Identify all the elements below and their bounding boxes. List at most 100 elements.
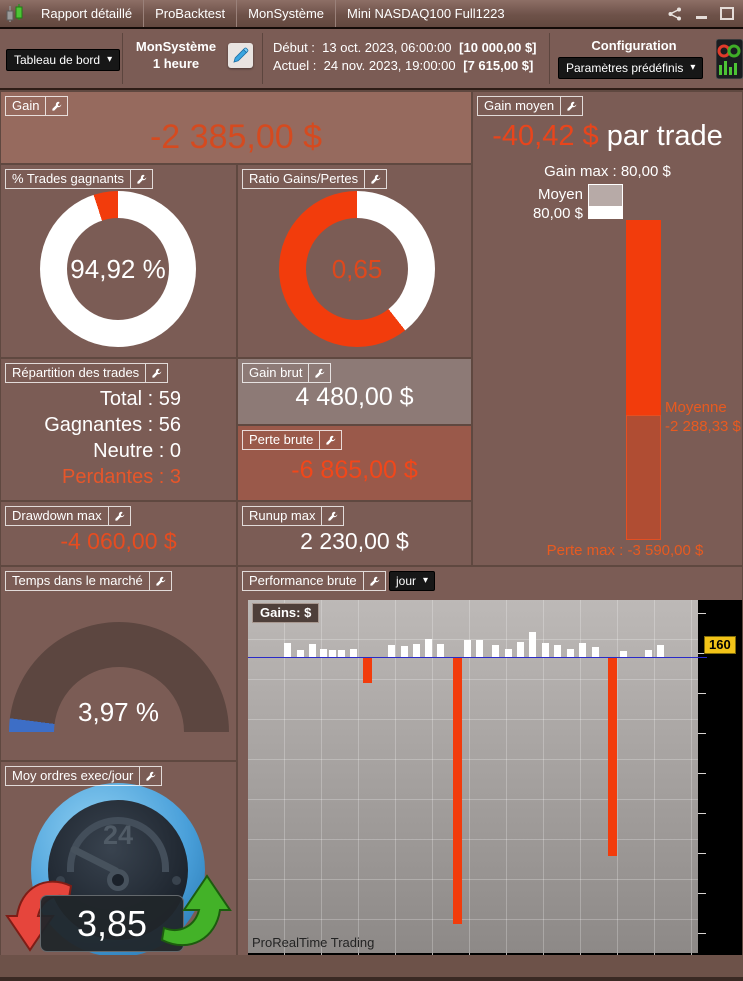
- gain-brut-settings-button[interactable]: [309, 363, 332, 383]
- panel-drawdown-max: Drawdown max -4 060,00 $: [1, 502, 236, 565]
- performance-bars: [248, 600, 698, 953]
- divider: [262, 33, 263, 84]
- panel-gain-moyen: Gain moyen -40,42 $ par trade Gain max :…: [473, 92, 742, 565]
- gain-bar: [388, 645, 395, 657]
- gain-bar: [505, 649, 512, 657]
- divider: [549, 33, 550, 84]
- wrench-icon: [52, 101, 62, 111]
- perte-brute-settings-button[interactable]: [320, 430, 343, 450]
- panel-runup-label: Runup max: [242, 506, 323, 526]
- gain-settings-button[interactable]: [46, 96, 69, 116]
- temps-settings-button[interactable]: [149, 571, 172, 591]
- start-label: Début :: [273, 40, 315, 55]
- wrench-icon: [146, 771, 156, 781]
- ordres-settings-button[interactable]: [140, 766, 163, 786]
- wrench-icon: [114, 511, 124, 521]
- panel-pct-trades-gagnants: % Trades gagnants 94,92 %: [1, 165, 236, 357]
- pct-settings-button[interactable]: [131, 169, 154, 189]
- gain-bar: [567, 649, 574, 657]
- repartition-total: Total : 59: [99, 388, 181, 410]
- gain-bar: [309, 644, 316, 657]
- runup-settings-button[interactable]: [322, 506, 345, 526]
- maximize-button[interactable]: [719, 6, 735, 22]
- dial-dot-right: [172, 876, 181, 885]
- runup-value: 2 230,00 $: [300, 528, 409, 554]
- green-up-arrow-icon: [160, 874, 232, 946]
- gain-bar: [657, 645, 664, 657]
- moyenne-label: Moyenne -2 288,33 $: [665, 398, 741, 436]
- axis-tick: [698, 653, 706, 654]
- ratio-settings-button[interactable]: [365, 169, 388, 189]
- current-datetime: 24 nov. 2023, 19:00:00: [323, 58, 456, 73]
- panel-performance-label: Performance brute: [242, 571, 364, 591]
- moyenne-word: Moyenne: [665, 399, 727, 416]
- pct-gagnants-value: 94,92 %: [70, 253, 166, 284]
- temps-value: 3,97 %: [78, 697, 159, 727]
- dashboard-select[interactable]: Tableau de bord ▾: [6, 49, 121, 71]
- repartition-settings-button[interactable]: [146, 363, 169, 383]
- gain-bar: [413, 644, 420, 657]
- panel-perte-brute-label: Perte brute: [242, 430, 321, 450]
- gain-bar: [592, 647, 599, 657]
- mini-chart-button[interactable]: [715, 38, 743, 80]
- config-preset-select[interactable]: Paramètres prédéfinis ▾: [558, 57, 704, 79]
- performance-plot-area[interactable]: Gains: $ ProRealTime Trading: [248, 600, 698, 953]
- drawdown-settings-button[interactable]: [108, 506, 131, 526]
- edit-system-button[interactable]: [228, 43, 253, 68]
- panel-moy-ordres: Moy ordres exec/jour 24 3,85: [1, 762, 236, 957]
- gain-max-bar: [588, 184, 623, 207]
- wrench-icon: [326, 435, 336, 445]
- panel-runup-max: Runup max 2 230,00 $: [238, 502, 471, 565]
- tab-probacktest[interactable]: ProBacktest: [144, 0, 238, 27]
- panel-gain-brut: Gain brut 4 480,00 $: [238, 359, 471, 424]
- moyen-word: Moyen: [537, 186, 583, 203]
- gain-max-text: Gain max : 80,00 $: [544, 163, 671, 180]
- configuration-title: Configuration: [591, 38, 677, 53]
- moyen-amount: 80,00 $: [532, 205, 583, 222]
- gain-moyen-suffix: par trade: [598, 120, 723, 152]
- tab-rapport-detaille[interactable]: Rapport détaillé: [30, 0, 145, 27]
- moyen-gain-bar: [588, 207, 623, 219]
- gain-brut-value: 4 480,00 $: [295, 383, 414, 411]
- gain-bar: [401, 646, 408, 657]
- axis-tick: [698, 613, 706, 614]
- current-amount: [7 615,00 $]: [463, 58, 534, 73]
- panel-repartition: Répartition des trades Total : 59 Gagnan…: [1, 359, 236, 500]
- minimize-button[interactable]: [693, 6, 709, 22]
- performance-period-select[interactable]: jour ▾: [389, 571, 436, 591]
- moyenne-amount: -2 288,33 $: [665, 418, 741, 435]
- panel-pct-label: % Trades gagnants: [5, 169, 132, 189]
- gain-moyen-value: -40,42 $: [492, 120, 599, 152]
- panel-ratio-label: Ratio Gains/Pertes: [242, 169, 366, 189]
- gain-bar: [529, 632, 536, 657]
- axis-tick: [698, 693, 706, 694]
- system-timeframe: 1 heure: [152, 56, 200, 71]
- gain-bar: [284, 643, 291, 657]
- wrench-icon: [315, 368, 325, 378]
- loss-bar: [608, 658, 617, 856]
- dial-dot-left: [56, 876, 65, 885]
- gain-bar: [554, 645, 561, 657]
- gain-bar: [437, 644, 444, 657]
- loss-bar: [453, 658, 462, 924]
- ratio-value: 0,65: [331, 253, 383, 284]
- moyenne-perte-bar: [626, 220, 661, 415]
- gain-bar: [492, 645, 499, 657]
- share-icon[interactable]: [667, 6, 683, 22]
- wrench-icon: [328, 511, 338, 521]
- gain-bar: [620, 651, 627, 657]
- chevron-down-icon: ▾: [107, 54, 113, 65]
- performance-period-value: jour: [396, 574, 417, 588]
- divider: [122, 33, 123, 84]
- gains-series-badge: Gains: $: [252, 603, 320, 623]
- chevron-down-icon: ▾: [423, 575, 429, 586]
- header-row: Tableau de bord ▾ MonSystème 1 heure Déb…: [0, 29, 743, 90]
- wrench-icon: [152, 368, 162, 378]
- repartition-perdantes: Perdantes : 3: [62, 466, 181, 488]
- gain-moyen-settings-button[interactable]: [561, 96, 584, 116]
- tab-monsysteme[interactable]: MonSystème: [237, 0, 337, 27]
- performance-settings-button[interactable]: [363, 571, 386, 591]
- current-line: Actuel : 24 nov. 2023, 19:00:00 [7 615,0…: [273, 58, 533, 73]
- watermark-text: ProRealTime Trading: [252, 935, 375, 950]
- gain-bar: [464, 640, 471, 657]
